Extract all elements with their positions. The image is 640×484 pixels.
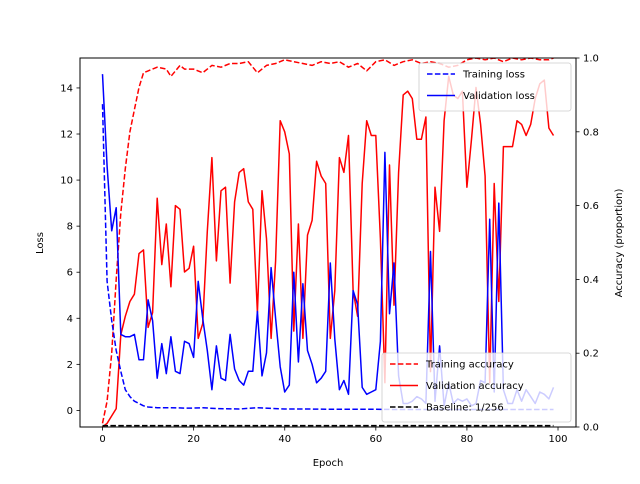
legend-label-validation-accuracy: Validation accuracy <box>426 381 524 392</box>
x-tick-label: 80 <box>461 434 474 445</box>
y-tick-label-left: 10 <box>60 176 73 187</box>
y-tick-label-left: 0 <box>67 406 73 417</box>
y-tick-label-left: 14 <box>60 83 73 94</box>
y-tick-label-right: 0.4 <box>583 275 599 286</box>
y-tick-label-right: 0.2 <box>583 349 599 360</box>
legend-lower-right: Training accuracy Validation accuracy Base… <box>381 352 572 423</box>
y-tick-label-right: 0.8 <box>583 127 599 138</box>
series-line-training-accuracy <box>101 58 554 424</box>
x-tick-label: 20 <box>187 434 200 445</box>
legend-box <box>381 352 572 423</box>
x-tick-label: 40 <box>278 434 291 445</box>
legend-label-baseline-1-256: Baseline: 1/256 <box>426 403 504 414</box>
legend-box <box>418 62 572 112</box>
y-tick-label-right: 0.6 <box>583 201 599 212</box>
legend-label-validation-loss: Validation loss <box>463 91 535 102</box>
x-tick-label: 60 <box>369 434 382 445</box>
legend-label-training-accuracy: Training accuracy <box>425 360 514 371</box>
legend-upper-right: Training loss Validation loss <box>418 62 572 112</box>
y-tick-label-right: 0.0 <box>583 423 599 434</box>
legend-label-training-loss: Training loss <box>462 70 525 81</box>
legend-layer: Training loss Validation loss Training acc… <box>381 62 572 423</box>
y-tick-label-left: 12 <box>60 130 73 141</box>
y-tick-label-left: 2 <box>67 360 73 371</box>
y-axis-label-right: Accuracy (proportion) <box>614 189 625 298</box>
y-tick-label-left: 8 <box>67 222 73 233</box>
y-tick-label-left: 4 <box>67 314 73 325</box>
x-tick-label: 0 <box>99 434 105 445</box>
y-tick-label-right: 1.0 <box>583 54 599 65</box>
plot-frame <box>79 57 577 428</box>
x-axis-label: Epoch <box>313 458 344 469</box>
ticks-layer: 0 20 40 60 80 100 0 2 4 6 8 10 12 14 0.0 0.2 0.4 0.6 0.8 1.… <box>60 54 599 446</box>
x-tick-label: 100 <box>548 434 567 445</box>
y-axis-label-left: Loss <box>35 232 46 254</box>
y-tick-label-left: 6 <box>67 268 73 279</box>
